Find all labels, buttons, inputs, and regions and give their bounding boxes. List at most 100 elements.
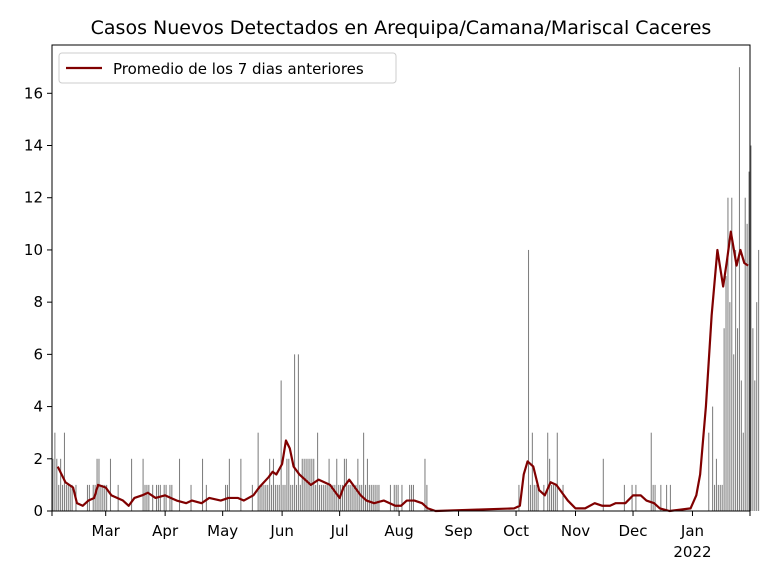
bar (301, 458, 303, 511)
bar (650, 432, 652, 511)
bar (738, 67, 740, 511)
bar (278, 484, 280, 511)
bar (290, 484, 292, 511)
bar (288, 458, 290, 511)
bar (295, 484, 298, 511)
bar (365, 484, 367, 511)
bar (62, 484, 64, 511)
bar (401, 484, 403, 511)
bar (535, 484, 537, 511)
bar (721, 484, 723, 511)
bar (341, 484, 344, 511)
bar (271, 484, 273, 511)
bar (159, 484, 161, 511)
bar (336, 458, 338, 511)
bar (326, 484, 328, 511)
bar (357, 458, 359, 511)
bar (754, 380, 756, 511)
bar (750, 145, 752, 511)
bar (733, 354, 735, 511)
y-tick-label: 6 (33, 345, 43, 363)
bar (144, 484, 146, 511)
bar (654, 484, 656, 511)
bar (554, 484, 556, 511)
bar-series (52, 67, 760, 511)
bar (551, 484, 553, 511)
bar (393, 484, 395, 511)
bar (752, 328, 754, 511)
bar (372, 484, 374, 511)
bar (65, 484, 67, 511)
bar (202, 458, 204, 511)
bar (276, 484, 278, 511)
bar (742, 432, 744, 511)
bar (104, 484, 106, 511)
bar (284, 484, 286, 511)
axes (51, 44, 751, 512)
bar (355, 484, 357, 511)
bar (547, 432, 549, 511)
bar (142, 458, 144, 511)
bar (322, 484, 324, 511)
bar (424, 458, 426, 511)
bar (347, 484, 349, 511)
bar (265, 484, 267, 511)
x-tick-label: Oct (503, 522, 529, 540)
bar (318, 484, 321, 511)
bar (397, 484, 399, 511)
bar (269, 458, 271, 511)
bar (313, 458, 315, 511)
legend-label: Promedio de los 7 dias anteriores (113, 60, 364, 78)
y-tick-label: 4 (33, 398, 43, 416)
y-tick-label: 12 (24, 189, 43, 207)
bar (205, 484, 207, 511)
bar (727, 197, 729, 511)
bar (330, 484, 332, 511)
bar (324, 484, 326, 511)
bar (228, 458, 230, 511)
y-tick-label: 2 (33, 450, 43, 468)
bar (366, 458, 368, 511)
bar (272, 458, 274, 511)
bar (257, 432, 259, 511)
bar (378, 484, 380, 511)
bar (259, 484, 261, 511)
bar (297, 354, 299, 511)
bar (374, 484, 376, 511)
x-tick-label: Mar (92, 522, 121, 540)
bar (332, 484, 334, 511)
bar (109, 458, 112, 511)
bar (148, 484, 150, 511)
chart-title: Casos Nuevos Detectados en Arequipa/Cama… (91, 17, 712, 39)
bar (758, 249, 760, 511)
bar (395, 484, 397, 511)
bar (543, 484, 545, 511)
bar (714, 484, 716, 511)
bar (334, 484, 336, 511)
bar (359, 484, 361, 511)
bar (725, 276, 727, 511)
bar (426, 484, 428, 511)
y-tick-label: 10 (24, 241, 43, 259)
bar (562, 484, 564, 511)
legend: Promedio de los 7 dias anteriores (58, 52, 397, 84)
bar (88, 484, 90, 511)
bar (351, 484, 353, 511)
bar (267, 484, 269, 511)
bar (631, 484, 633, 511)
bar (652, 484, 654, 511)
bar (54, 432, 56, 511)
bar (263, 484, 265, 511)
bar (602, 458, 604, 511)
bar (660, 484, 662, 511)
bar (389, 484, 391, 511)
bar (361, 484, 363, 511)
bar (533, 484, 535, 511)
bar (69, 484, 71, 511)
bar (735, 249, 737, 511)
bar (165, 484, 167, 511)
bar (737, 328, 739, 511)
bar (363, 432, 365, 511)
bar (307, 458, 309, 511)
